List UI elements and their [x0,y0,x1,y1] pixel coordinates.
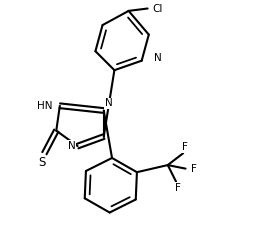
Text: N: N [68,141,75,151]
Text: HN: HN [37,101,53,111]
Text: S: S [38,156,46,168]
Text: F: F [175,183,181,193]
Text: F: F [192,164,197,174]
Text: N: N [105,98,113,108]
Text: Cl: Cl [152,4,163,13]
Text: N: N [154,53,161,63]
Text: F: F [182,142,188,152]
